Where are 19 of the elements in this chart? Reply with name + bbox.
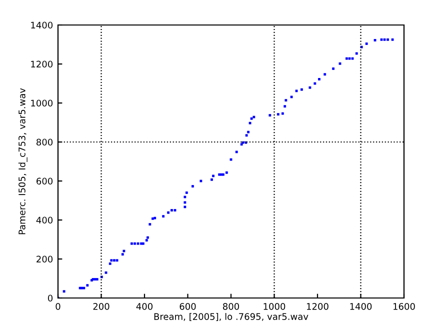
x-axis-title: Bream, [2005], lo .7695, var5.wav	[154, 312, 308, 322]
x-tick-label: 1600	[394, 303, 415, 310]
y-tick-label: 800	[36, 138, 53, 146]
x-tick-label: 200	[93, 303, 110, 310]
x-tick-label: 600	[180, 303, 196, 310]
x-tick-label: 1400	[350, 303, 372, 310]
x-tick-label: 0	[56, 303, 60, 310]
x-tick-label: 1000	[264, 303, 286, 310]
y-tick-label: 1400	[31, 22, 53, 29]
y-tick-label: 1200	[31, 60, 53, 68]
y-tick-label: 0	[48, 294, 53, 302]
y-tick-label: 1000	[31, 100, 53, 107]
x-tick-label: 400	[136, 303, 153, 310]
y-tick-label: 400	[36, 216, 53, 224]
y-tick-label: 600	[36, 178, 53, 185]
x-tick-label: 800	[222, 303, 240, 310]
x-tick-label: 1200	[307, 303, 328, 310]
y-axis-title: Pamerc. I505, Id_c753, var5.wav	[18, 88, 28, 234]
y-tick-label: 200	[36, 256, 53, 263]
